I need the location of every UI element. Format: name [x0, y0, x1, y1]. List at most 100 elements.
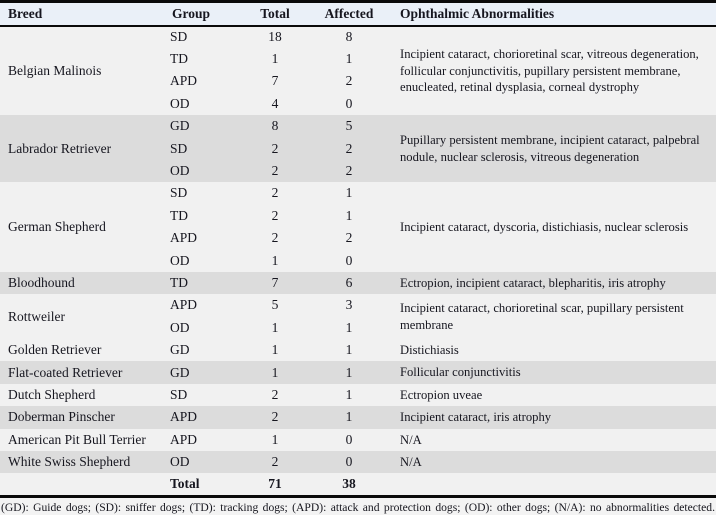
abnormalities-cell: Incipient cataract, chorioretinal scar, … — [400, 301, 684, 332]
breed-cell: Rottweiler — [8, 308, 65, 324]
affected-cell: 1 — [345, 319, 353, 335]
table-row: Bloodhound TD 7 6 Ectropion, incipient c… — [0, 271, 716, 295]
abnormalities-cell: Distichiasis — [400, 342, 459, 357]
col-header-abnormalities: Ophthalmic Abnormalities — [392, 1, 716, 27]
breed-cell: German Shepherd — [8, 219, 106, 235]
affected-cell: 1 — [345, 51, 353, 67]
breed-cell: Bloodhound — [8, 274, 75, 290]
group-cell: TD — [170, 207, 188, 223]
total-cell: 7 — [271, 73, 279, 89]
affected-cell: 0 — [345, 431, 353, 447]
group-cell: GD — [170, 342, 190, 358]
col-header-group: Group — [164, 1, 244, 27]
affected-cell: 2 — [345, 230, 353, 246]
group-cell: GD — [170, 364, 190, 380]
total-cell: 18 — [268, 29, 282, 45]
abnormalities-cell: Incipient cataract, dyscoria, distichias… — [400, 219, 689, 234]
total-cell: 2 — [271, 207, 279, 223]
affected-cell: 8 — [345, 29, 353, 45]
table-footnote: (GD): Guide dogs; (SD): sniffer dogs; (T… — [1, 500, 715, 514]
grand-affected-cell: 38 — [342, 476, 356, 492]
total-cell: 1 — [271, 51, 279, 67]
breed-cell: Labrador Retriever — [0, 115, 164, 183]
col-header-breed: Breed — [0, 1, 164, 27]
table-row: Rottweiler APD 5 3 Incipient cataract, c… — [0, 294, 716, 332]
group-cell: OD — [170, 454, 190, 470]
abnormalities-cell: Ectropion uveae — [400, 387, 483, 402]
abnormalities-cell: N/A — [400, 454, 422, 469]
abnormalities-cell-empty — [392, 473, 716, 496]
affected-cell: 2 — [345, 140, 353, 156]
total-cell: 2 — [271, 230, 279, 246]
breed-cell: Golden Retriever — [8, 342, 102, 358]
total-cell: 5 — [271, 297, 279, 313]
group-cell: SD — [170, 140, 188, 156]
table-row: Doberman Pinscher APD 2 1 Incipient cata… — [0, 406, 716, 429]
affected-cell: 0 — [345, 95, 353, 111]
breed-cell: Doberman Pinscher — [8, 409, 115, 425]
total-cell: 8 — [271, 118, 279, 134]
table-total-row: Total 71 38 — [0, 473, 716, 497]
ophthalmic-abnormalities-table: Breed Group Total Affected Ophthalmic Ab… — [0, 0, 716, 498]
total-cell: 1 — [271, 252, 279, 268]
breed-cell: American Pit Bull Terrier — [8, 431, 146, 447]
breed-cell: Belgian Malinois — [8, 62, 102, 78]
abnormalities-cell: Ectropion, incipient cataract, blepharit… — [400, 275, 666, 290]
group-cell: TD — [170, 274, 188, 290]
group-cell: APD — [170, 431, 198, 447]
total-cell: 4 — [271, 95, 279, 111]
abnormalities-cell: Follicular conjunctivitis — [400, 365, 521, 380]
total-cell: 7 — [271, 274, 279, 290]
affected-cell: 0 — [345, 454, 353, 470]
affected-cell: 1 — [345, 364, 353, 380]
group-cell: SD — [170, 29, 188, 45]
table-row: German Shepherd SD 2 1 Incipient catarac… — [0, 182, 716, 234]
col-header-affected: Affected — [306, 1, 392, 27]
total-cell: 2 — [271, 454, 279, 470]
abnormalities-cell: Incipient cataract, iris atrophy — [400, 410, 552, 425]
breed-cell: Flat-coated Retriever — [8, 364, 123, 380]
abnormalities-cell: Incipient cataract, chorioretinal scar, … — [400, 47, 699, 94]
group-cell: OD — [170, 163, 190, 179]
table-header-row: Breed Group Total Affected Ophthalmic Ab… — [0, 1, 716, 27]
breed-cell-empty — [0, 473, 164, 496]
affected-cell: 2 — [345, 163, 353, 179]
abnormalities-cell: N/A — [400, 432, 422, 447]
affected-cell: 1 — [345, 386, 353, 402]
affected-cell: 1 — [345, 409, 353, 425]
affected-cell: 2 — [345, 73, 353, 89]
table-row: Belgian Malinois SD 18 8 Incipient catar… — [0, 25, 716, 94]
abnormalities-cell: Pupillary persistent membrane, incipient… — [392, 115, 716, 183]
group-cell: OD — [170, 319, 190, 335]
group-cell: OD — [170, 95, 190, 111]
group-cell: TD — [170, 51, 188, 67]
col-header-total: Total — [244, 1, 306, 27]
affected-cell: 1 — [345, 207, 353, 223]
table-row: Flat-coated Retriever GD 1 1 Follicular … — [0, 361, 716, 384]
total-label-cell: Total — [170, 476, 200, 492]
table-row: White Swiss Shepherd OD 2 0 N/A — [0, 450, 716, 474]
group-cell: SD — [170, 185, 188, 201]
total-cell: 2 — [271, 409, 279, 425]
group-cell: APD — [170, 73, 198, 89]
total-cell: 2 — [271, 140, 279, 156]
total-cell: 1 — [271, 319, 279, 335]
breed-cell: Dutch Shepherd — [8, 386, 96, 402]
group-cell: OD — [170, 252, 190, 268]
total-cell: 2 — [271, 163, 279, 179]
group-cell: APD — [170, 230, 198, 246]
table-row: Dutch Shepherd SD 2 1 Ectropion uveae — [0, 383, 716, 407]
total-cell: 1 — [271, 342, 279, 358]
affected-cell: 3 — [345, 297, 353, 313]
group-cell: APD — [170, 297, 198, 313]
group-cell: APD — [170, 409, 198, 425]
affected-cell: 1 — [345, 342, 353, 358]
total-cell: 1 — [271, 431, 279, 447]
table-row: American Pit Bull Terrier APD 1 0 N/A — [0, 428, 716, 451]
affected-cell: 6 — [345, 274, 353, 290]
affected-cell: 5 — [345, 118, 353, 134]
total-cell: 2 — [271, 386, 279, 402]
affected-cell: 1 — [345, 185, 353, 201]
grand-total-cell: 71 — [268, 476, 282, 492]
